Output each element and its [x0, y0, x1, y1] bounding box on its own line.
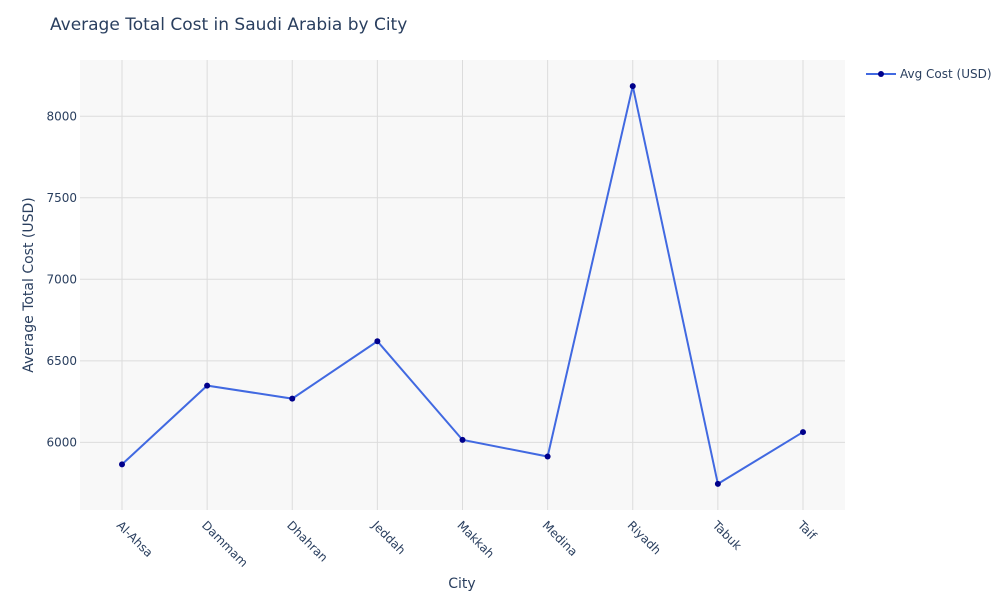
x-tick-label: Dhahran [284, 518, 330, 564]
y-tick-label: 7000 [46, 272, 77, 286]
data-point[interactable] [459, 436, 466, 443]
chart-title: Average Total Cost in Saudi Arabia by Ci… [50, 15, 407, 35]
legend-label: Avg Cost (USD) [900, 67, 992, 81]
y-tick-label: 6500 [46, 354, 77, 368]
x-tick-label: Al-Ahsa [114, 518, 156, 560]
x-tick-label: Jeddah [369, 518, 409, 558]
data-point[interactable] [289, 395, 296, 402]
x-axis-title: City [448, 576, 475, 592]
y-tick-labels: 6000 6500 7000 7500 8000 [46, 109, 77, 449]
data-point[interactable] [544, 453, 551, 460]
y-tick-label: 8000 [46, 109, 77, 123]
series-group [119, 83, 806, 487]
x-tick-labels: Al-Ahsa Dammam Dhahran Jeddah Makkah Medina Ri… [114, 518, 820, 570]
legend[interactable]: Avg Cost (USD) [866, 67, 992, 81]
x-tick-label: Medina [540, 518, 581, 559]
x-tick-label: Tabuk [709, 518, 744, 553]
data-point[interactable] [714, 480, 721, 487]
y-tick-label: 7500 [46, 191, 77, 205]
x-tick-label: Riyadh [625, 518, 664, 557]
x-tick-label: Dammam [199, 518, 251, 570]
x-tick-label: Makkah [454, 518, 497, 561]
legend-marker [878, 71, 884, 77]
data-point[interactable] [629, 83, 636, 90]
data-point[interactable] [204, 382, 211, 389]
y-axis-title: Average Total Cost (USD) [21, 197, 37, 373]
x-tick-label: Taif [794, 518, 819, 543]
data-point[interactable] [119, 461, 125, 468]
data-point[interactable] [800, 429, 806, 436]
y-tick-label: 6000 [46, 435, 77, 449]
data-point[interactable] [374, 338, 381, 345]
